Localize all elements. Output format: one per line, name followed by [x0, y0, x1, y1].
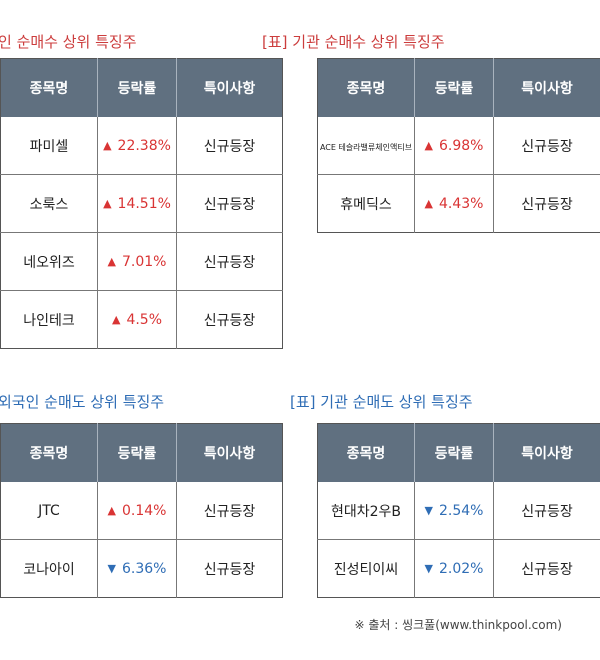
table-header-row: 종목명 등락률 특이사항	[317, 58, 600, 117]
stock-name: 휴메딕스	[340, 196, 392, 213]
table-foreign-net-sell: 종목명 등락률 특이사항 JTC ▲ 0.14% 신규등장 코나아이 ▼ 6.36% 신규등장	[0, 423, 283, 598]
stock-name-cell: ACE 테슬라밸류체인액티브	[317, 117, 415, 175]
change-rate-value: 14.51%	[117, 195, 171, 212]
table-foreign-net-buy: 종목명 등락률 특이사항 파미셀 ▲ 22.38% 신규등장 소룩스 ▲ 14.51% 신규등장 네오…	[0, 58, 283, 349]
note-cell: 신규등장	[493, 117, 600, 175]
table-header-row: 종목명 등락률 특이사항	[317, 423, 600, 482]
change-rate-value: 2.02%	[438, 560, 484, 577]
column-header-note: 특이사항	[493, 423, 600, 482]
down-triangle-icon: ▼	[424, 503, 433, 517]
column-header-change: 등락률	[97, 423, 177, 482]
up-triangle-icon: ▲	[103, 138, 112, 152]
stock-name-cell: 현대차2우B	[317, 482, 415, 540]
up-triangle-icon: ▲	[424, 138, 433, 152]
table-header-row: 종목명 등락률 특이사항	[0, 423, 283, 482]
change-rate-cell: ▲ 22.38%	[97, 117, 177, 175]
stock-name: JTC	[38, 502, 60, 519]
column-header-note: 특이사항	[493, 58, 600, 117]
change-rate-value: 4.43%	[438, 195, 484, 212]
note-cell: 신규등장	[176, 290, 283, 349]
up-triangle-icon: ▲	[103, 196, 112, 210]
stock-name-cell: 파미셀	[0, 117, 98, 175]
change-rate-cell: ▲ 4.5%	[97, 290, 177, 349]
change-rate-value: 22.38%	[117, 137, 171, 154]
stock-name-cell: 코나아이	[0, 539, 98, 598]
table-institution-net-sell: 종목명 등락률 특이사항 현대차2우B ▼ 2.54% 신규등장 진성티이씨 ▼ 2.02% 신규등…	[317, 423, 600, 598]
stock-name-cell: 네오위즈	[0, 232, 98, 291]
change-rate-value: 2.54%	[438, 502, 484, 519]
table-row: 휴메딕스 ▲ 4.43% 신규등장	[317, 174, 600, 233]
column-header-note: 특이사항	[176, 58, 283, 117]
down-triangle-icon: ▼	[424, 561, 433, 575]
stock-name-cell: 진성티이씨	[317, 539, 415, 598]
stock-name: 진성티이씨	[333, 561, 399, 578]
section-title-foreign-net-buy: 인 순매수 상위 특징주	[0, 33, 137, 51]
change-rate-value: 6.36%	[121, 560, 167, 577]
table-header-row: 종목명 등락률 특이사항	[0, 58, 283, 117]
up-triangle-icon: ▲	[111, 312, 121, 326]
section-title-institution-net-buy: [표] 기관 순매수 상위 특징주	[262, 33, 445, 51]
section-title-foreign-net-sell: 외국인 순매도 상위 특징주	[0, 393, 165, 411]
stock-name: 현대차2우B	[330, 503, 402, 520]
stock-name-cell: 휴메딕스	[317, 174, 415, 233]
column-header-change: 등락률	[414, 423, 494, 482]
stock-name-cell: 소룩스	[0, 174, 98, 233]
stock-name: 네오위즈	[23, 254, 75, 271]
stock-name: ACE 테슬라밸류체인액티브	[319, 142, 413, 152]
column-header-name: 종목명	[0, 58, 98, 117]
note-cell: 신규등장	[493, 174, 600, 233]
table-row: 네오위즈 ▲ 7.01% 신규등장	[0, 232, 283, 291]
table-row: 진성티이씨 ▼ 2.02% 신규등장	[317, 539, 600, 598]
note-cell: 신규등장	[176, 117, 283, 175]
note-cell: 신규등장	[493, 482, 600, 540]
change-rate-cell: ▼ 6.36%	[97, 539, 177, 598]
column-header-name: 종목명	[317, 58, 415, 117]
stock-name-cell: 나인테크	[0, 290, 98, 349]
column-header-change: 등락률	[97, 58, 177, 117]
change-rate-cell: ▲ 0.14%	[97, 482, 177, 540]
down-triangle-icon: ▼	[107, 561, 116, 575]
stock-name: 소룩스	[29, 196, 69, 213]
stock-name: 파미셀	[29, 138, 69, 155]
table-institution-net-buy: 종목명 등락률 특이사항 ACE 테슬라밸류체인액티브 ▲ 6.98% 신규등장 휴메딕스 ▲ 4…	[317, 58, 600, 233]
change-rate-value: 4.5%	[126, 311, 163, 328]
change-rate-cell: ▲ 7.01%	[97, 232, 177, 291]
note-cell: 신규등장	[176, 174, 283, 233]
table-row: 소룩스 ▲ 14.51% 신규등장	[0, 174, 283, 233]
note-cell: 신규등장	[176, 482, 283, 540]
column-header-name: 종목명	[317, 423, 415, 482]
change-rate-value: 7.01%	[121, 253, 167, 270]
table-row: 코나아이 ▼ 6.36% 신규등장	[0, 539, 283, 598]
stock-name-cell: JTC	[0, 482, 98, 540]
note-cell: 신규등장	[176, 539, 283, 598]
section-title-institution-net-sell: [표] 기관 순매도 상위 특징주	[290, 393, 473, 411]
stock-name: 코나아이	[23, 561, 75, 578]
table-row: 파미셀 ▲ 22.38% 신규등장	[0, 117, 283, 175]
source-caption: ※ 출처 : 씽크풀(www.thinkpool.com)	[354, 618, 562, 632]
up-triangle-icon: ▲	[424, 196, 433, 210]
stock-name: 나인테크	[23, 312, 75, 329]
change-rate-cell: ▼ 2.02%	[414, 539, 494, 598]
change-rate-value: 0.14%	[121, 502, 167, 519]
column-header-change: 등락률	[414, 58, 494, 117]
note-cell: 신규등장	[493, 539, 600, 598]
change-rate-cell: ▲ 6.98%	[414, 117, 494, 175]
table-row: 나인테크 ▲ 4.5% 신규등장	[0, 290, 283, 349]
up-triangle-icon: ▲	[107, 254, 116, 268]
table-row: JTC ▲ 0.14% 신규등장	[0, 482, 283, 540]
change-rate-cell: ▲ 14.51%	[97, 174, 177, 233]
change-rate-cell: ▲ 4.43%	[414, 174, 494, 233]
up-triangle-icon: ▲	[107, 503, 116, 517]
table-row: 현대차2우B ▼ 2.54% 신규등장	[317, 482, 600, 540]
change-rate-value: 6.98%	[438, 137, 484, 154]
column-header-name: 종목명	[0, 423, 98, 482]
column-header-note: 특이사항	[176, 423, 283, 482]
table-row: ACE 테슬라밸류체인액티브 ▲ 6.98% 신규등장	[317, 117, 600, 175]
change-rate-cell: ▼ 2.54%	[414, 482, 494, 540]
note-cell: 신규등장	[176, 232, 283, 291]
